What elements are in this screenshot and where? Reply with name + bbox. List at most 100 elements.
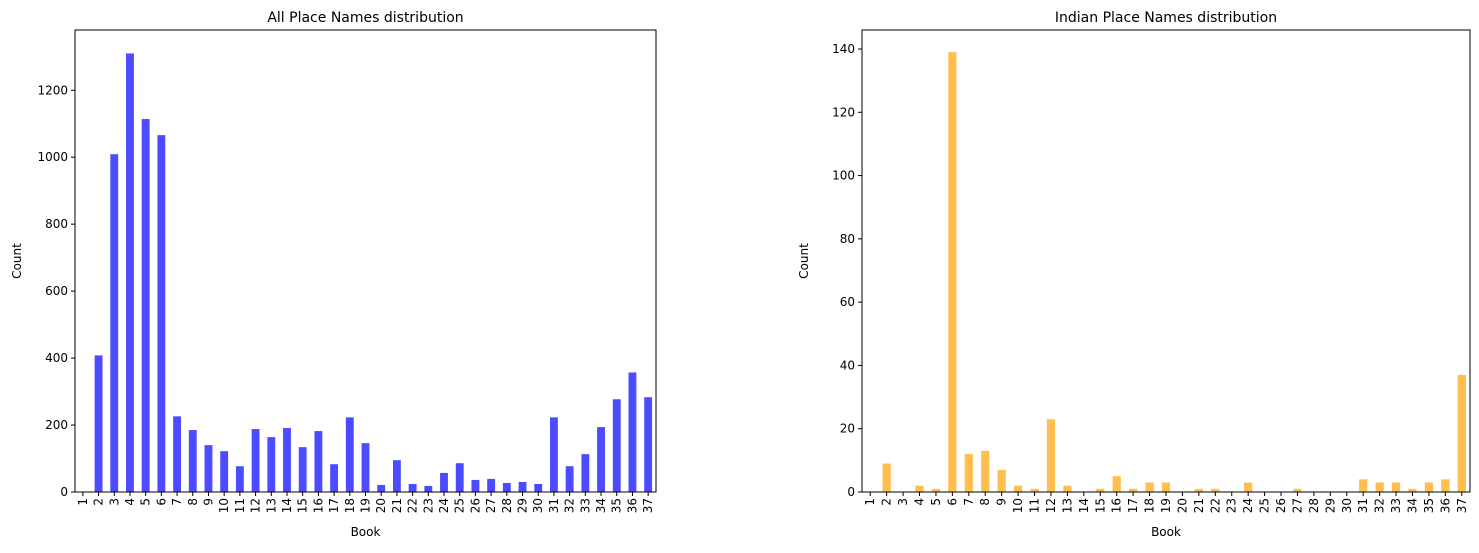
x-tick-label: 25	[453, 498, 467, 513]
x-tick-label: 2	[92, 498, 106, 506]
x-tick-label: 18	[1143, 498, 1157, 513]
bar-15	[1096, 488, 1105, 492]
x-tick-label: 1	[863, 498, 877, 506]
chart-1: 1 2 3 4 5 6 7 8 9 10 11 12 13 14 15 16 17 18 19 20 21 22 23 24 2…	[10, 10, 657, 539]
bar-37	[1457, 374, 1466, 492]
bar-22	[1211, 488, 1220, 492]
bar-37	[644, 397, 653, 492]
x-tick-label: 4	[123, 498, 137, 506]
bar-17	[1129, 488, 1138, 492]
bar-29	[518, 481, 527, 492]
x-tick-label: 15	[1093, 498, 1107, 513]
bar-6	[157, 135, 166, 492]
x-tick-label: 12	[1044, 498, 1058, 513]
x-tick-label: 13	[1060, 498, 1074, 513]
x-tick-label: 32	[563, 498, 577, 513]
y-axis-label: Count	[797, 243, 811, 279]
x-tick-label: 13	[264, 498, 278, 513]
x-tick-label: 34	[1405, 498, 1419, 513]
x-tick-label: 4	[913, 498, 927, 506]
bar-33	[1391, 482, 1401, 492]
x-tick-label: 5	[139, 498, 153, 506]
x-tick-label: 30	[1340, 498, 1354, 513]
bar-18	[345, 417, 354, 492]
bar-16	[1112, 476, 1121, 492]
bar-4	[915, 485, 924, 492]
bar-24	[1244, 482, 1253, 492]
x-tick-label: 36	[1438, 498, 1452, 513]
bar-18	[1145, 482, 1154, 492]
y-tick-label: 1000	[37, 150, 68, 164]
bar-26	[471, 479, 480, 492]
x-tick-label: 1	[76, 498, 90, 506]
bar-6	[948, 52, 957, 492]
bar-10	[220, 451, 229, 492]
y-tick-label: 0	[60, 485, 68, 499]
x-tick-label: 24	[1241, 498, 1255, 513]
x-tick-label: 31	[547, 498, 561, 513]
x-tick-label: 16	[1110, 498, 1124, 513]
bar-33	[581, 454, 590, 492]
x-axis-label: Book	[1151, 525, 1181, 539]
y-tick-label: 20	[840, 422, 855, 436]
y-tick-label: 800	[45, 217, 68, 231]
x-tick-label: 8	[978, 498, 992, 506]
x-tick-label: 9	[201, 498, 215, 506]
bar-25	[455, 463, 464, 492]
x-tick-label: 37	[1455, 498, 1469, 513]
x-tick-label: 6	[154, 498, 168, 506]
y-tick-label: 600	[45, 284, 68, 298]
x-tick-label: 26	[1274, 498, 1288, 513]
x-tick-label: 15	[296, 498, 310, 513]
bar-31	[1359, 479, 1368, 492]
y-tick-label: 80	[840, 232, 855, 246]
x-tick-label: 17	[1126, 498, 1140, 513]
bar-8	[188, 430, 197, 492]
bar-13	[1063, 485, 1072, 492]
bar-7	[173, 416, 181, 492]
x-tick-label: 18	[343, 498, 357, 513]
y-tick-label: 0	[847, 485, 855, 499]
x-tick-label: 9	[995, 498, 1009, 506]
bar-36	[628, 372, 637, 492]
y-tick-label: 60	[840, 295, 855, 309]
x-tick-label: 14	[1077, 498, 1091, 513]
x-tick-label: 8	[186, 498, 200, 506]
x-tick-label: 35	[1422, 498, 1436, 513]
bar-14	[283, 428, 291, 492]
x-tick-label: 16	[311, 498, 325, 513]
x-tick-label: 6	[945, 498, 959, 506]
x-tick-label: 22	[406, 498, 420, 513]
chart-2: 1 2 3 4 5 6 7 8 9 10 11 12 13 14 15 16 17 18 19 20 21 22 23 24 2…	[797, 10, 1471, 539]
x-tick-label: 37	[641, 498, 655, 513]
x-tick-label: 12	[249, 498, 263, 513]
bar-9	[204, 445, 213, 492]
y-tick-label: 200	[45, 418, 68, 432]
x-tick-label: 21	[390, 498, 404, 513]
bar-28	[502, 482, 511, 492]
x-tick-label: 27	[1290, 498, 1304, 513]
x-tick-label: 25	[1258, 498, 1272, 513]
bar-11	[1030, 488, 1039, 492]
x-tick-label: 23	[1225, 498, 1239, 513]
x-tick-label: 31	[1356, 498, 1370, 513]
x-tick-label: 5	[929, 498, 943, 506]
bar-7	[964, 454, 973, 492]
bar-30	[534, 483, 543, 492]
bar-15	[298, 447, 307, 492]
x-tick-label: 30	[531, 498, 545, 513]
bar-8	[981, 450, 990, 492]
bar-34	[597, 427, 605, 492]
bar-20	[377, 484, 386, 492]
bar-11	[235, 466, 244, 492]
x-tick-label: 7	[170, 498, 184, 506]
x-tick-label: 14	[280, 498, 294, 513]
y-tick-label: 1200	[37, 83, 68, 97]
x-tick-label: 26	[468, 498, 482, 513]
bar-35	[1424, 482, 1434, 492]
x-tick-label: 33	[578, 498, 592, 513]
x-tick-label: 11	[1028, 498, 1042, 513]
bar-2	[94, 355, 103, 492]
x-tick-label: 10	[1011, 498, 1025, 513]
